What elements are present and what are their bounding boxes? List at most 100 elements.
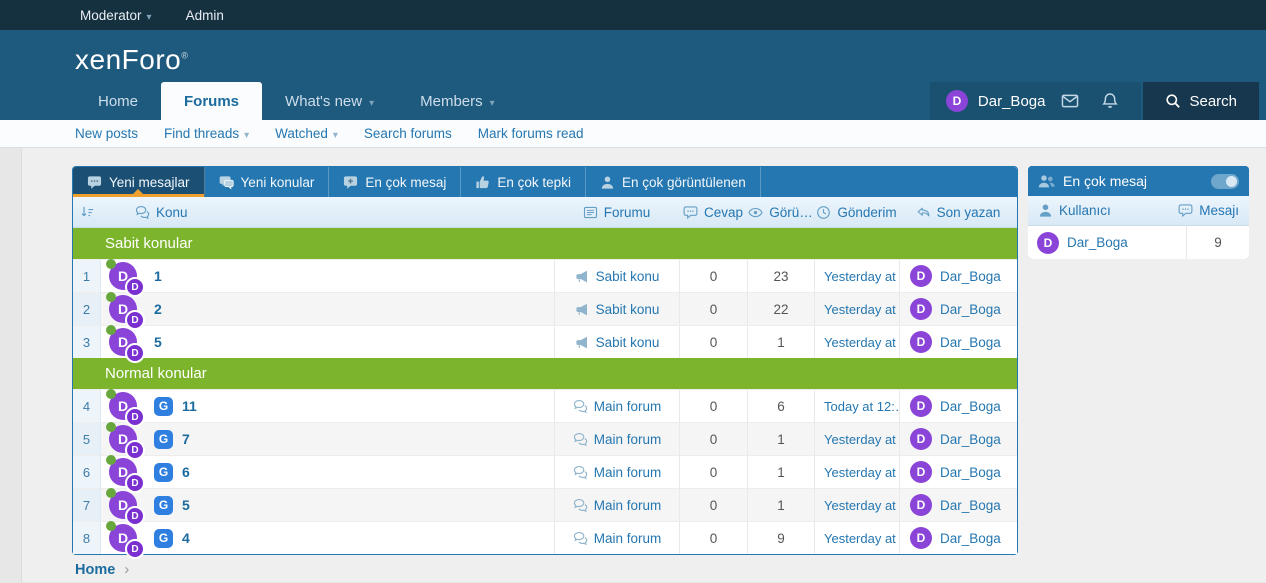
- last-poster-link[interactable]: Dar_Boga: [940, 268, 1001, 284]
- thread-title[interactable]: 2: [154, 301, 162, 317]
- avatar[interactable]: D: [910, 265, 932, 287]
- subnav-watched[interactable]: Watched: [275, 126, 338, 141]
- post-date-link[interactable]: Yesterday at …: [824, 530, 899, 546]
- forum-link[interactable]: Sabit konu: [595, 301, 660, 317]
- breadcrumb-home[interactable]: Home: [75, 561, 116, 578]
- last-poster-link[interactable]: Dar_Boga: [940, 334, 1001, 350]
- column-cevap[interactable]: Cevap: [679, 205, 747, 220]
- thread-row[interactable]: 4 DD G 11 Main forum 0 6 Today at 12:… D Da…: [73, 389, 1017, 427]
- top-poster-row[interactable]: D Dar_Boga 9: [1028, 226, 1249, 259]
- search-button[interactable]: Search: [1143, 82, 1259, 120]
- post-date-link[interactable]: Yesterday at …: [824, 268, 899, 284]
- new-posts-widget: Yeni mesajlar Yeni konular En çok mesaj …: [72, 166, 1018, 559]
- thread-row[interactable]: 2 DD2 Sabit konu 0 22 Yesterday at … DDa…: [73, 292, 1017, 330]
- admin-link[interactable]: Admin: [186, 8, 224, 23]
- avatar[interactable]: D: [910, 428, 932, 450]
- user-menu[interactable]: D Dar_Boga: [929, 82, 1142, 120]
- last-poster-link[interactable]: Dar_Boga: [940, 530, 1001, 546]
- subnav-new-posts[interactable]: New posts: [75, 126, 139, 141]
- thread-row[interactable]: 5 DD G7 Main forum 0 1 Yesterday at … D Da…: [73, 422, 1017, 460]
- column-goruntuleme[interactable]: Görü…: [747, 205, 814, 220]
- post-date-link[interactable]: Yesterday at …: [824, 464, 899, 480]
- forum-link[interactable]: Main forum: [593, 497, 662, 513]
- column-son-yazan[interactable]: Son yazan: [899, 205, 1017, 220]
- last-poster-link[interactable]: Dar_Boga: [940, 497, 1001, 513]
- post-date-link[interactable]: Today at 12:…: [824, 398, 899, 414]
- nav-tab-home[interactable]: Home: [98, 92, 139, 110]
- alerts-button[interactable]: [1095, 92, 1125, 110]
- avatar[interactable]: D: [1037, 231, 1059, 254]
- thread-title[interactable]: 4: [182, 530, 190, 546]
- post-date-link[interactable]: Yesterday at …: [824, 301, 899, 317]
- avatar[interactable]: D: [910, 331, 932, 353]
- row-number: 7: [73, 489, 101, 521]
- thread-row[interactable]: 3 DD 5 Sabit konu 0 1 Yesterday at … D Dar…: [73, 325, 1017, 363]
- last-poster-link[interactable]: Dar_Boga: [940, 398, 1001, 414]
- forum-link[interactable]: Sabit konu: [595, 334, 660, 350]
- subnav-mark-forums-read[interactable]: Mark forums read: [477, 126, 584, 141]
- column-forumu[interactable]: Forumu: [554, 205, 679, 220]
- inbox-button[interactable]: [1055, 92, 1085, 110]
- forum-link[interactable]: Sabit konu: [595, 268, 660, 284]
- tab-en-cok-tepki[interactable]: En çok tepki: [461, 167, 586, 197]
- avatar[interactable]: D: [910, 461, 932, 483]
- row-number: 2: [73, 293, 101, 325]
- thread-title[interactable]: 5: [154, 334, 162, 350]
- sort-control[interactable]: [73, 205, 101, 220]
- megaphone-icon: [575, 335, 590, 350]
- tab-en-cok-mesaj[interactable]: En çok mesaj: [329, 167, 462, 197]
- column-konu[interactable]: Konu: [101, 205, 554, 220]
- subnav-search-forums[interactable]: Search forums: [363, 126, 452, 141]
- thread-title[interactable]: 6: [182, 464, 190, 480]
- avatar[interactable]: D: [910, 527, 932, 549]
- last-poster-link[interactable]: Dar_Boga: [940, 431, 1001, 447]
- forum-link[interactable]: Main forum: [593, 464, 662, 480]
- tab-yeni-mesajlar[interactable]: Yeni mesajlar: [73, 167, 205, 197]
- post-date-link[interactable]: Yesterday at …: [824, 334, 899, 350]
- thread-title[interactable]: 1: [154, 268, 162, 284]
- online-dot-icon: [106, 389, 116, 399]
- last-poster-link[interactable]: Dar_Boga: [940, 464, 1001, 480]
- avatar[interactable]: D: [910, 395, 932, 417]
- nav-tab-forums[interactable]: Forums: [161, 82, 263, 120]
- tab-en-cok-goruntulenen[interactable]: En çok görüntülenen: [586, 167, 761, 197]
- forum-link[interactable]: Main forum: [593, 530, 662, 546]
- thread-title[interactable]: 7: [182, 431, 190, 447]
- comment-icon: [87, 175, 102, 190]
- post-date-link[interactable]: Yesterday at …: [824, 497, 899, 513]
- thread-row[interactable]: 7 DD G5 Main forum 0 1 Yesterday at … D Da…: [73, 488, 1017, 526]
- moderator-menu[interactable]: Moderator: [80, 8, 152, 23]
- comments-outline-icon: [135, 205, 150, 220]
- secondary-avatar: D: [125, 310, 145, 330]
- thread-title[interactable]: 11: [182, 398, 197, 414]
- collapse-toggle[interactable]: [1211, 173, 1239, 189]
- subnav-find-threads[interactable]: Find threads: [164, 126, 249, 141]
- secondary-avatar: D: [125, 440, 145, 460]
- avatar[interactable]: D: [910, 298, 932, 320]
- nav-tab-members[interactable]: Members: [397, 82, 518, 120]
- last-poster-link[interactable]: Dar_Boga: [940, 301, 1001, 317]
- thread-row[interactable]: 8 DD G4 Main forum 0 9 Yesterday at … D Da…: [73, 521, 1017, 559]
- nav-tab-whats-new[interactable]: What's new: [262, 82, 397, 120]
- sort-icon: [80, 205, 95, 220]
- user-link[interactable]: Dar_Boga: [1067, 235, 1128, 250]
- forum-link[interactable]: Main forum: [593, 431, 662, 447]
- logo[interactable]: xenForo®: [75, 44, 189, 75]
- column-gonderim[interactable]: Gönderim: [814, 205, 899, 220]
- thread-row[interactable]: 1 DD1 Sabit konu 0 23 Yesterday at … DDa…: [73, 259, 1017, 297]
- tab-yeni-konular[interactable]: Yeni konular: [205, 167, 330, 197]
- forum-link[interactable]: Main forum: [593, 398, 662, 414]
- avatar[interactable]: D: [910, 494, 932, 516]
- post-date-link[interactable]: Yesterday at …: [824, 431, 899, 447]
- users-icon: [1038, 173, 1055, 190]
- thread-title[interactable]: 5: [182, 497, 190, 513]
